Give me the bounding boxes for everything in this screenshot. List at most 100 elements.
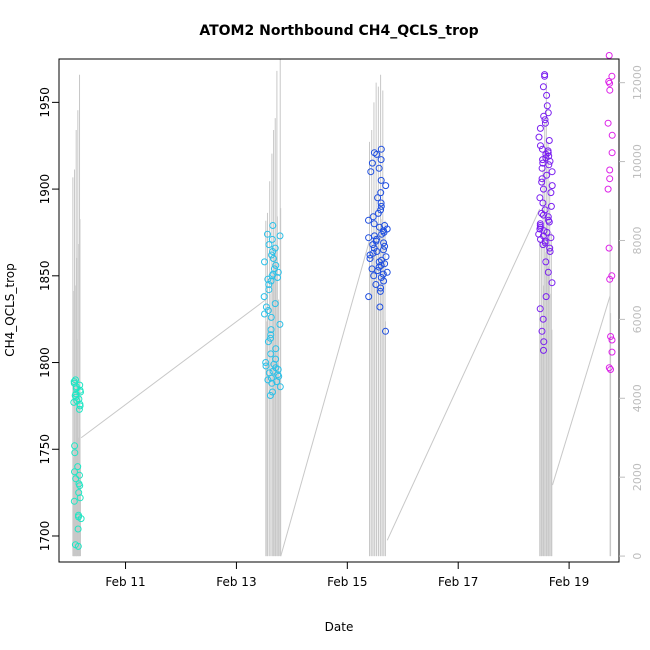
data-point [537,142,544,150]
data-point [373,235,380,243]
y2-tick-label: 6000 [631,305,644,333]
data-point [72,376,79,384]
data-point [546,157,554,165]
data-point [536,124,544,132]
data-point [265,281,273,288]
data-point [379,227,387,235]
data-point [539,156,547,164]
data-point [541,116,549,124]
data-point [276,383,284,391]
data-point [265,286,273,294]
altitude-transit-line [80,299,267,439]
data-point [74,463,82,471]
data-point [377,202,385,210]
data-point [272,345,280,353]
y-tick-label: 1700 [38,521,52,552]
data-point [382,182,390,190]
data-point [260,293,268,301]
data-point [266,392,274,399]
data-point [367,168,375,176]
data-point [76,471,83,479]
data-point [368,159,376,167]
altitude-transit-line [386,208,541,541]
data-point [370,244,378,252]
data-point [377,189,385,197]
data-point [605,244,613,252]
data-point [377,261,385,269]
y2-tick-label: 8000 [631,226,644,254]
data-point [365,234,373,242]
data-point [274,371,282,379]
data-point [608,272,616,280]
x-axis: Feb 11 Feb 13 Feb 15 Feb 17 Feb 19 [105,561,589,589]
data-point [365,293,373,301]
data-point [268,379,276,387]
data-point [545,137,553,144]
data-point [535,133,543,141]
data-point [264,230,271,238]
data-point [382,327,389,335]
data-point [383,268,391,276]
data-point [264,307,272,314]
data-point [366,255,374,262]
data-point [543,91,551,99]
data-point [265,241,273,249]
data-point [608,149,616,157]
data-point [605,364,613,372]
data-point [606,275,614,283]
data-point [606,175,614,183]
data-point [370,220,378,228]
data-point [542,293,550,301]
data-point [369,249,377,257]
data-point [374,209,382,217]
data-point [71,449,79,457]
data-point [541,71,549,79]
data-point [605,78,613,85]
data-point [368,265,376,273]
data-point [370,272,378,280]
data-point [71,468,78,476]
y-tick-label: 1950 [38,87,52,118]
data-point [539,199,547,207]
data-point [70,497,78,505]
x-tick-label: Feb 13 [216,575,256,589]
data-point [548,279,556,287]
data-point [71,442,79,450]
y2-tick-label: 0 [631,553,644,560]
data-point [374,194,382,202]
data-point [262,362,270,370]
data-point [70,378,78,386]
data-point [381,242,389,250]
data-point [267,326,275,334]
x-tick-label: Feb 15 [327,575,367,589]
data-point [536,305,544,313]
data-point [377,199,385,207]
data-point [548,168,556,176]
data-point [546,244,554,252]
data-point [541,119,549,127]
data-point [72,390,80,398]
y-tick-label: 1800 [38,347,52,378]
data-point [545,216,552,224]
data-point [538,178,546,186]
data-point [379,270,387,278]
data-point [267,350,275,358]
data-point [540,185,547,193]
data-point [604,185,612,193]
x-axis-label: Date [325,620,354,634]
data-point [268,272,276,280]
y2-tick-label: 4000 [631,384,644,412]
data-point [538,175,546,183]
data-point [536,194,544,202]
data-point [262,359,270,366]
data-point [538,327,546,335]
data-point [267,313,275,321]
data-point [547,189,555,197]
y-axis: 1700 1750 1800 1850 1900 1950 [38,87,59,551]
data-point [269,222,277,229]
y-tick-label: 1900 [38,174,52,205]
data-point [268,235,276,243]
data-point [380,239,388,247]
data-point [543,102,551,110]
data-point [380,277,388,285]
